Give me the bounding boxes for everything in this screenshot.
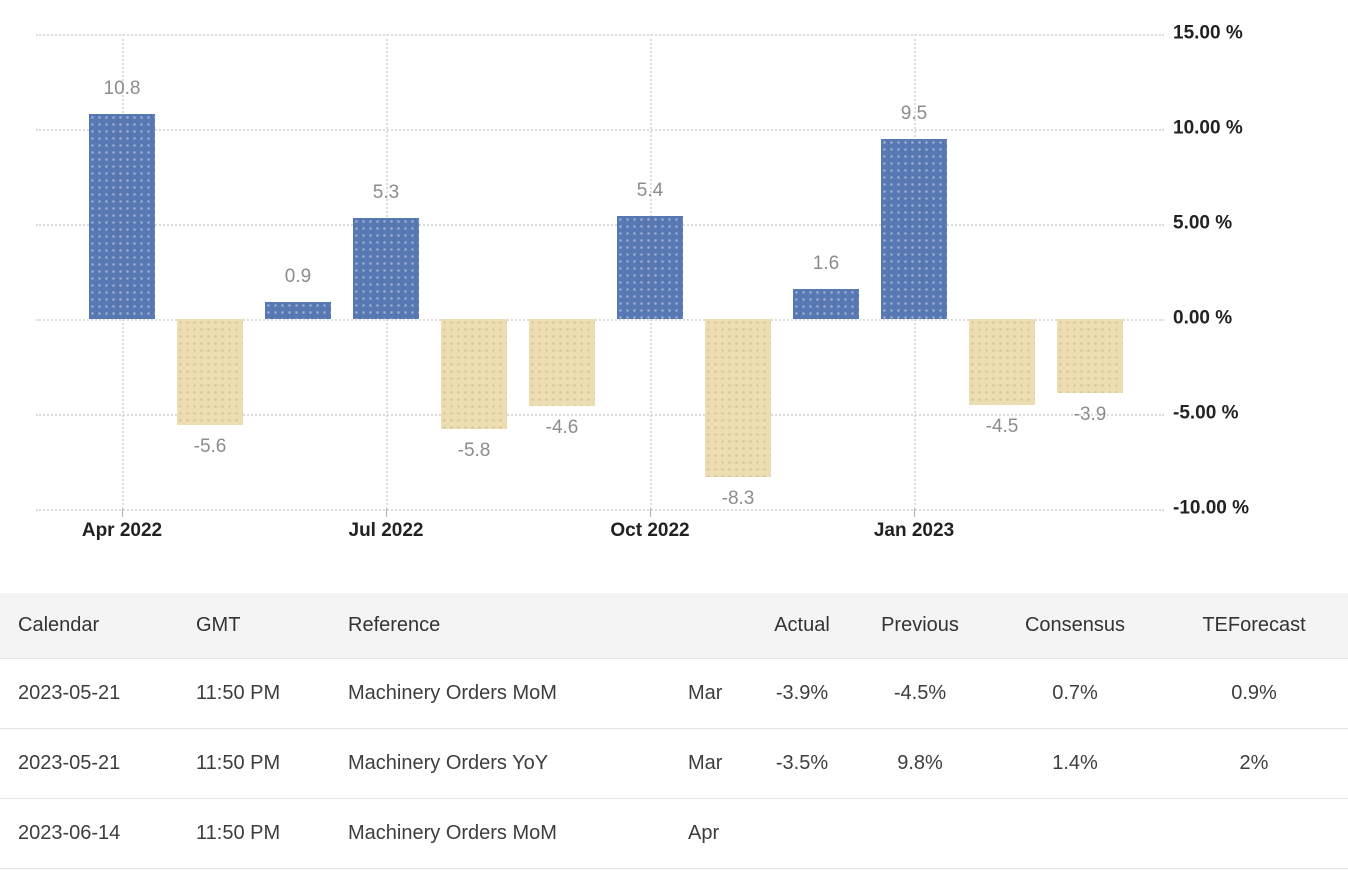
column-header-gmt: GMT bbox=[196, 613, 241, 636]
cell-row2-col2: Machinery Orders MoM bbox=[348, 821, 557, 844]
column-header-reference-month bbox=[670, 593, 754, 658]
cell-row2-col5 bbox=[850, 798, 990, 868]
y-axis-label: -10.00 % bbox=[1173, 497, 1250, 519]
gridline-horizontal bbox=[36, 509, 1164, 511]
cell-row2-col6 bbox=[990, 798, 1160, 868]
bar-jun-2022[interactable] bbox=[265, 301, 331, 319]
x-axis-tick bbox=[122, 509, 123, 517]
gridline-horizontal bbox=[36, 129, 1164, 131]
cell-row2-col7 bbox=[1160, 798, 1348, 868]
column-header-previous: Previous bbox=[881, 613, 959, 636]
cell-row1-col1: 11:50 PM bbox=[196, 751, 281, 774]
y-axis-label: 0.00 % bbox=[1173, 307, 1233, 329]
x-axis-tick bbox=[386, 509, 387, 517]
cell-row1-col0: 2023-05-21 bbox=[18, 751, 121, 774]
gridline-horizontal bbox=[36, 224, 1164, 226]
cell-row0-col0: 2023-05-21 bbox=[18, 681, 121, 704]
bar-may-2022[interactable] bbox=[177, 319, 243, 426]
cell-row0-col6: 0.7% bbox=[1052, 681, 1098, 704]
cell-row1-col7: 2% bbox=[1239, 751, 1269, 774]
bar-value-label-nov-2022: -8.3 bbox=[721, 487, 755, 509]
bar-value-label-mar-2023: -3.9 bbox=[1073, 404, 1107, 426]
x-axis-label: Jan 2023 bbox=[873, 520, 955, 541]
gridline-horizontal bbox=[36, 414, 1164, 416]
cell-row2-col0: 2023-06-14 bbox=[18, 821, 121, 844]
cell-row0-col1: 11:50 PM bbox=[196, 681, 281, 704]
y-axis-label: 10.00 % bbox=[1173, 117, 1243, 139]
y-axis-label: 15.00 % bbox=[1173, 22, 1243, 44]
cell-row1-col4: -3.5% bbox=[775, 751, 829, 774]
cell-row0-col2: Machinery Orders MoM bbox=[348, 681, 557, 704]
x-axis-label: Apr 2022 bbox=[81, 520, 163, 541]
calendar-row: 2023-05-21 11:50 PM Machinery Orders YoY Ma… bbox=[0, 728, 1348, 798]
bar-value-label-sep-2022: -4.6 bbox=[545, 417, 579, 439]
calendar-row: 2023-05-21 11:50 PM Machinery Orders MoM Ma… bbox=[0, 658, 1348, 728]
bar-nov-2022[interactable] bbox=[705, 319, 771, 477]
cell-row2-col3: Apr bbox=[688, 821, 720, 844]
column-header-reference: Reference bbox=[348, 613, 441, 636]
bar-sep-2022[interactable] bbox=[529, 319, 595, 407]
bar-value-label-aug-2022: -5.8 bbox=[457, 440, 491, 462]
bar-value-label-jul-2022: 5.3 bbox=[372, 182, 400, 204]
bar-value-label-jun-2022: 0.9 bbox=[284, 265, 312, 287]
column-header-calendar: Calendar bbox=[18, 613, 100, 636]
bar-value-label-jan-2023: 9.5 bbox=[900, 102, 928, 124]
gridline-horizontal bbox=[36, 319, 1164, 321]
x-axis-label: Jul 2022 bbox=[348, 520, 424, 541]
bar-value-label-feb-2023: -4.5 bbox=[985, 415, 1019, 437]
bar-aug-2022[interactable] bbox=[441, 319, 507, 430]
bar-value-label-apr-2022: 10.8 bbox=[103, 77, 141, 99]
cell-row1-col2: Machinery Orders YoY bbox=[348, 751, 549, 774]
cell-row0-col7: 0.9% bbox=[1231, 681, 1277, 704]
x-axis-label: Oct 2022 bbox=[610, 520, 690, 541]
bar-jan-2023[interactable] bbox=[881, 138, 947, 319]
x-axis-tick bbox=[650, 509, 651, 517]
bar-value-label-dec-2022: 1.6 bbox=[812, 252, 840, 274]
calendar-row: 2023-06-14 11:50 PM Machinery Orders MoM Ap… bbox=[0, 798, 1348, 868]
column-header-actual: Actual bbox=[774, 613, 830, 636]
bar-jul-2022[interactable] bbox=[353, 218, 419, 319]
bar-mar-2023[interactable] bbox=[1057, 319, 1123, 394]
bar-apr-2022[interactable] bbox=[89, 113, 155, 319]
cell-row1-col5: 9.8% bbox=[897, 751, 943, 774]
bar-feb-2023[interactable] bbox=[969, 319, 1035, 405]
x-axis-tick bbox=[914, 509, 915, 517]
bar-value-label-oct-2022: 5.4 bbox=[636, 180, 664, 202]
y-axis-label: -5.00 % bbox=[1173, 402, 1239, 424]
column-header-teforecast: TEForecast bbox=[1202, 613, 1306, 636]
economic-calendar-table: Calendar GMT Reference Actual Previous Consen… bbox=[0, 593, 1348, 869]
gridline-horizontal bbox=[36, 34, 1164, 36]
cell-row1-col6: 1.4% bbox=[1052, 751, 1098, 774]
cell-row1-col3: Mar bbox=[688, 751, 723, 774]
y-axis-label: 5.00 % bbox=[1173, 212, 1233, 234]
bar-dec-2022[interactable] bbox=[793, 288, 859, 319]
cell-row2-col1: 11:50 PM bbox=[196, 821, 281, 844]
bar-value-label-may-2022: -5.6 bbox=[193, 436, 227, 458]
bar-oct-2022[interactable] bbox=[617, 216, 683, 319]
table-header-row: Calendar GMT Reference Actual Previous Consen… bbox=[0, 593, 1348, 658]
column-header-consensus: Consensus bbox=[1024, 613, 1126, 636]
machinery-orders-bar-chart: 15.00 % 10.00 % 5.00 % 0.00 % -5.00 % -10.00 … bbox=[36, 22, 1250, 541]
cell-row0-col4: -3.9% bbox=[775, 681, 829, 704]
cell-row2-col4 bbox=[754, 798, 850, 868]
cell-row0-col3: Mar bbox=[688, 681, 723, 704]
cell-row0-col5: -4.5% bbox=[893, 681, 947, 704]
